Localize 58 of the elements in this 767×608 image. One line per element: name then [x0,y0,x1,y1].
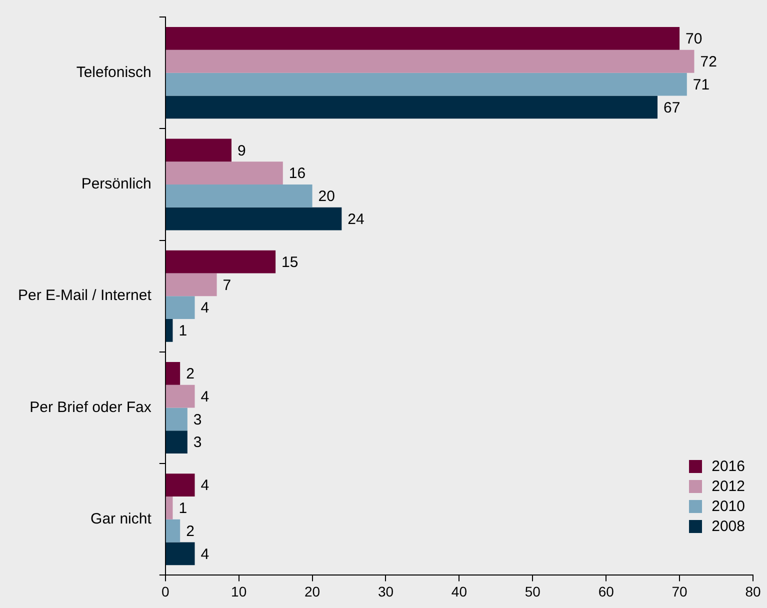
bar [166,362,180,385]
bar [166,184,312,208]
data-label: 4 [200,546,210,563]
bar [166,50,694,73]
legend-label: 2008 [712,518,745,535]
data-label: 2 [186,522,194,540]
data-label: 4 [200,477,210,494]
data-label: 3 [193,434,202,452]
y-tick-label: Per Brief oder Fax [30,398,152,416]
legend-label: 2016 [712,458,745,475]
x-tick-label: 80 [745,583,761,600]
bar [166,96,658,119]
data-label: 16 [288,165,306,182]
legend-label: 2010 [712,498,745,515]
x-tick-label: 60 [598,583,614,600]
y-tick-label: Persönlich [81,176,152,193]
bar [166,250,276,274]
bar [166,273,217,296]
data-label: 1 [178,322,188,340]
data-label: 3 [193,411,202,428]
x-tick-label: 10 [231,583,247,600]
data-label: 20 [318,188,335,206]
x-tick-label: 0 [161,583,170,600]
data-label: 9 [237,142,246,160]
data-label: 4 [200,300,210,317]
data-label: 7 [222,276,232,294]
y-tick-label: Per E-Mail / Internet [18,287,152,304]
data-label: 70 [686,30,702,48]
data-label: 72 [700,54,717,71]
data-label: 24 [348,210,364,228]
y-tick-label: Gar nicht [90,510,152,528]
bar [166,162,283,184]
data-label: 15 [282,254,298,271]
bar [166,496,173,520]
bar [166,207,342,230]
data-label: 67 [664,99,680,116]
y-tick-label: Telefonisch [76,64,152,81]
bar [166,474,195,496]
legend-label: 2012 [712,478,745,495]
data-label: 4 [200,388,210,406]
data-label: 1 [178,500,188,518]
bar [166,408,188,431]
bar [166,542,195,566]
bar [166,138,232,162]
bar [166,318,173,342]
data-label: 71 [692,76,710,94]
bar [166,27,680,50]
x-tick-label: 30 [378,583,394,600]
bar [166,519,180,542]
bar [166,384,195,408]
bar [166,296,195,319]
x-tick-label: 50 [524,583,541,600]
data-label: 2 [186,366,194,383]
x-tick-label: 40 [451,583,468,600]
bar [166,72,687,96]
bar [166,430,188,454]
x-tick-label: 20 [304,583,320,600]
x-tick-label: 70 [672,583,688,600]
